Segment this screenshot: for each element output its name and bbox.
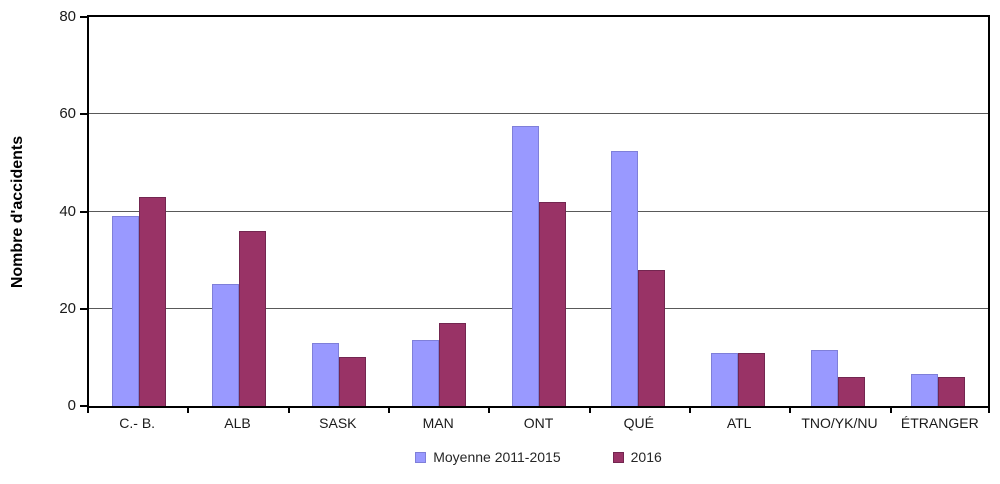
x-label-alb: ALB xyxy=(224,415,251,431)
bar-group-tno-yk-nu xyxy=(788,17,888,406)
legend-label-moyenne-2011-2015: Moyenne 2011-2015 xyxy=(433,449,561,465)
y-tick-label-40: 40 xyxy=(59,202,76,220)
y-tick-label-60: 60 xyxy=(59,105,76,123)
x-tick-mark-6 xyxy=(689,408,691,413)
bar-2016-atl xyxy=(738,352,766,406)
bar-moyenne-2011-2015-alb xyxy=(211,284,239,406)
bar-2016-sask xyxy=(338,357,366,406)
bar-2016-man xyxy=(438,323,466,406)
bar-moyenne-2011-2015-c-b xyxy=(111,216,139,406)
bar-group-qu xyxy=(588,17,688,406)
bar-moyenne-2011-2015-tno-yk-nu xyxy=(811,350,839,406)
bar-group-tranger xyxy=(888,17,988,406)
x-label-atl: ATL xyxy=(726,415,752,431)
x-label-tranger: ÉTRANGER xyxy=(900,415,979,431)
bar-moyenne-2011-2015-man xyxy=(411,340,439,406)
bar-2016-alb xyxy=(238,230,266,406)
y-tick-mark-20 xyxy=(80,307,87,310)
y-tick-label-80: 80 xyxy=(59,8,76,25)
y-tick-mark-0 xyxy=(80,405,87,407)
x-label-qu: QUÉ xyxy=(623,415,654,431)
legend-label-2016: 2016 xyxy=(630,449,662,465)
x-label-c-b: C.- B. xyxy=(119,415,156,431)
x-label-sask: SASK xyxy=(319,415,357,431)
legend-item-moyenne-2011-2015: Moyenne 2011-2015 xyxy=(415,449,561,465)
bar-2016-c-b xyxy=(138,196,166,406)
x-tick-mark-1 xyxy=(187,408,190,413)
plot-area xyxy=(87,15,990,408)
legend: Moyenne 2011-2015 2016 xyxy=(87,449,990,465)
bar-moyenne-2011-2015-tranger xyxy=(911,374,939,406)
bar-moyenne-2011-2015-ont xyxy=(511,126,539,406)
bar-group-ont xyxy=(489,17,589,406)
bar-2016-tranger xyxy=(938,376,966,406)
bar-group-atl xyxy=(688,17,788,406)
x-axis-category-labels: C.- B. ALB SASK MAN ONT QUÉ ATL TNO/YK/NU ÉTRANG… xyxy=(87,415,990,431)
x-label-tno-yk-nu: TNO/YK/NU xyxy=(801,415,878,431)
x-tick-mark-9 xyxy=(988,408,990,413)
y-tick-label-20: 20 xyxy=(59,299,76,317)
bar-group-man xyxy=(389,17,489,406)
y-tick-label-0: 0 xyxy=(67,397,76,414)
x-label-man: MAN xyxy=(422,415,454,431)
y-tick-mark-60 xyxy=(80,113,87,116)
bar-group-alb xyxy=(189,17,289,406)
x-tick-mark-8 xyxy=(889,408,892,413)
y-tick-mark-80 xyxy=(80,16,87,18)
bar-moyenne-2011-2015-qu xyxy=(611,150,639,406)
bar-moyenne-2011-2015-atl xyxy=(711,352,739,406)
x-tick-mark-7 xyxy=(789,408,792,413)
bar-groups xyxy=(89,17,988,406)
x-tick-mark-0 xyxy=(87,408,89,413)
x-label-ont: ONT xyxy=(523,415,554,431)
gridline-60 xyxy=(89,113,988,115)
legend-swatch-moyenne-2011-2015 xyxy=(415,451,427,463)
x-tick-mark-3 xyxy=(388,408,390,413)
bar-2016-qu xyxy=(638,269,666,406)
x-tick-mark-4 xyxy=(488,408,491,413)
legend-item-2016: 2016 xyxy=(612,449,662,465)
y-tick-mark-40 xyxy=(80,210,87,213)
bar-moyenne-2011-2015-sask xyxy=(311,342,339,406)
legend-swatch-2016 xyxy=(612,451,624,463)
bar-2016-ont xyxy=(538,201,566,406)
y-axis-title-text: Nombre d'accidents xyxy=(9,135,27,288)
bar-group-sask xyxy=(289,17,389,406)
bar-group-c-b xyxy=(89,17,189,406)
x-tick-mark-5 xyxy=(588,408,591,413)
bar-2016-tno-yk-nu xyxy=(838,376,866,406)
x-tick-mark-2 xyxy=(287,408,290,413)
